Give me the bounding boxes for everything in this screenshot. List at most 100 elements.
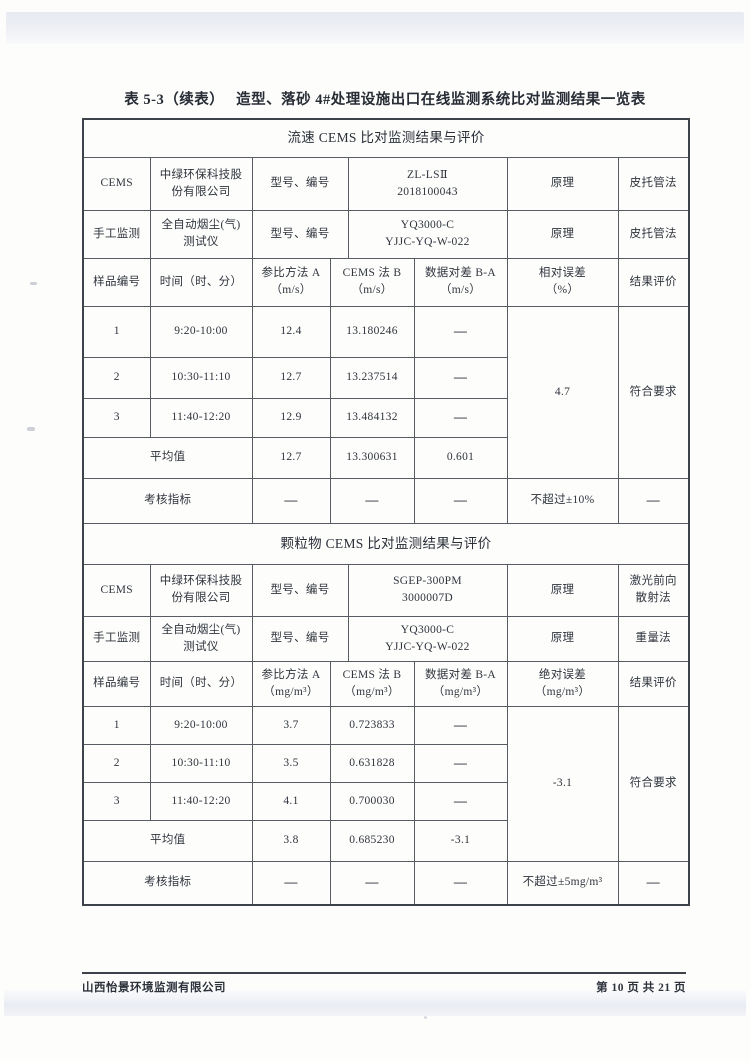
equipment-row: CEMS 中绿环保科技股 份有限公司 型号、编号 SGEP-300PM 3000… [82,563,690,617]
cell-cems: 13.180246 [329,305,415,358]
equipment-row: 手工监测 全自动烟尘(气) 测试仪 型号、编号 YQ3000-C YJJC-YQ… [82,209,690,259]
principle-label: 原理 [506,615,619,662]
model-value: SGEP-300PM 3000007D [347,563,508,617]
average-cems: 13.300631 [329,436,415,479]
cell-time: 10:30-11:10 [149,743,253,783]
cell-result-merged: 符合要求 [617,305,690,479]
equipment-role: CEMS [82,156,151,211]
cell-sample-no: 2 [82,356,151,399]
average-label: 平均值 [82,436,253,479]
data-row: 3 11:40-12:20 4.1 0.700030 — [82,781,689,821]
page-title: 表 5-3（续表） 造型、落砂 4#处理设施出口在线监测系统比对监测结果一览表 [124,92,646,108]
col-error: 绝对误差 （mg/m³） [506,660,619,707]
assessment-ref: — [251,477,331,524]
cell-time: 9:20-10:00 [149,305,253,358]
cell-ref: 12.9 [251,397,331,438]
equipment-row: CEMS 中绿环保科技股 份有限公司 型号、编号 ZL-LSⅡ 20181000… [82,156,690,211]
data-row: 2 10:30-11:10 12.7 13.237514 — [82,356,689,399]
cell-sample-no: 3 [82,397,151,438]
page-footer: 山西怡景环境监测有限公司 第 10 页 共 21 页 [82,972,686,995]
equipment-role: CEMS [82,563,151,617]
assessment-row: 考核指标 — — — 不超过±5mg/m³ — [82,860,690,906]
cell-result-merged: 符合要求 [617,705,690,862]
equipment-device: 全自动烟尘(气) 测试仪 [149,615,253,662]
col-ref-method: 参比方法 A （m/s） [251,257,331,307]
scan-artifact [424,1016,427,1019]
assessment-label: 考核指标 [82,860,253,906]
assessment-criterion: 不超过±5mg/m³ [506,860,619,906]
col-result: 结果评价 [617,660,690,707]
assessment-cems: — [329,860,415,906]
model-value: YQ3000-C YJJC-YQ-W-022 [347,615,508,662]
data-row: 2 10:30-11:10 3.5 0.631828 — [82,743,689,783]
model-label: 型号、编号 [251,563,349,617]
principle-value: 重量法 [617,615,690,662]
data-row: 1 9:20-10:00 12.4 13.180246 — 4.7 符合要求 [82,305,690,479]
assessment-result: — [617,860,690,906]
cell-sample-no: 1 [82,305,151,358]
col-time: 时间（时、分） [149,660,253,707]
section-title: 流速 CEMS 比对监测结果与评价 [82,118,690,158]
average-diff: 0.601 [413,436,508,479]
cell-cems: 0.723833 [329,705,415,745]
assessment-cems: — [329,477,415,524]
document-page: 表 5-3（续表） 造型、落砂 4#处理设施出口在线监测系统比对监测结果一览表 … [82,88,690,906]
equipment-device: 全自动烟尘(气) 测试仪 [149,209,253,259]
scan-artifact [30,282,37,285]
section-particulate: 颗粒物 CEMS 比对监测结果与评价 CEMS 中绿环保科技股 份有限公司 型号… [82,522,690,906]
section-header-row: 流速 CEMS 比对监测结果与评价 [82,118,690,158]
cell-time: 11:40-12:20 [149,397,253,438]
cell-diff: — [413,781,508,821]
col-diff: 数据对差 B-A （m/s） [413,257,508,307]
cell-ref: 4.1 [251,781,331,821]
col-sample: 样品编号 [82,660,151,707]
assessment-row: 考核指标 — — — 不超过±10% — [82,477,690,524]
footer-page-number: 第 10 页 共 21 页 [596,982,686,994]
assessment-label: 考核指标 [82,477,253,524]
principle-label: 原理 [506,563,619,617]
cell-time: 10:30-11:10 [149,356,253,399]
cell-diff: — [413,397,508,438]
cell-diff: — [413,705,508,745]
footer-company: 山西怡景环境监测有限公司 [82,982,226,994]
col-result: 结果评价 [617,257,690,307]
assessment-diff: — [413,860,508,906]
cell-ref: 3.5 [251,743,331,783]
column-header-row: 样品编号 时间（时、分） 参比方法 A （mg/m³） CEMS 法 B （mg… [82,660,690,707]
average-row: 平均值 12.7 13.300631 0.601 [82,436,689,479]
principle-label: 原理 [506,209,619,259]
cell-cems: 13.484132 [329,397,415,438]
average-cems: 0.685230 [329,819,415,862]
cell-cems: 0.700030 [329,781,415,821]
cell-sample-no: 2 [82,743,151,783]
principle-value: 皮托管法 [617,209,690,259]
cell-ref: 12.7 [251,356,331,399]
cell-time: 9:20-10:00 [149,705,253,745]
model-value: ZL-LSⅡ 2018100043 [347,156,508,211]
col-cems: CEMS 法 B （m/s） [329,257,415,307]
section-title: 颗粒物 CEMS 比对监测结果与评价 [82,522,690,565]
data-row: 1 9:20-10:00 3.7 0.723833 — -3.1 符合要求 [82,705,690,862]
cell-diff: — [413,356,508,399]
col-error: 相对误差 （%） [506,257,619,307]
equipment-role: 手工监测 [82,209,151,259]
cell-diff: — [413,305,508,358]
cell-sample-no: 1 [82,705,151,745]
cell-ref: 12.4 [251,305,331,358]
cell-diff: — [413,743,508,783]
equipment-device: 中绿环保科技股 份有限公司 [149,156,253,211]
principle-value: 激光前向 散射法 [617,563,690,617]
model-label: 型号、编号 [251,209,349,259]
cell-error-merged: 4.7 [506,305,619,479]
column-header-row: 样品编号 时间（时、分） 参比方法 A （m/s） CEMS 法 B （m/s）… [82,257,690,307]
col-ref-method: 参比方法 A （mg/m³） [251,660,331,707]
model-label: 型号、编号 [251,156,349,211]
section-velocity: 流速 CEMS 比对监测结果与评价 CEMS 中绿环保科技股 份有限公司 型号、… [82,118,690,524]
scan-shading-top [6,12,744,44]
data-row: 3 11:40-12:20 12.9 13.484132 — [82,397,689,438]
scan-artifact [27,427,35,431]
cell-cems: 13.237514 [329,356,415,399]
col-cems: CEMS 法 B （mg/m³） [329,660,415,707]
col-time: 时间（时、分） [149,257,253,307]
equipment-device: 中绿环保科技股 份有限公司 [149,563,253,617]
